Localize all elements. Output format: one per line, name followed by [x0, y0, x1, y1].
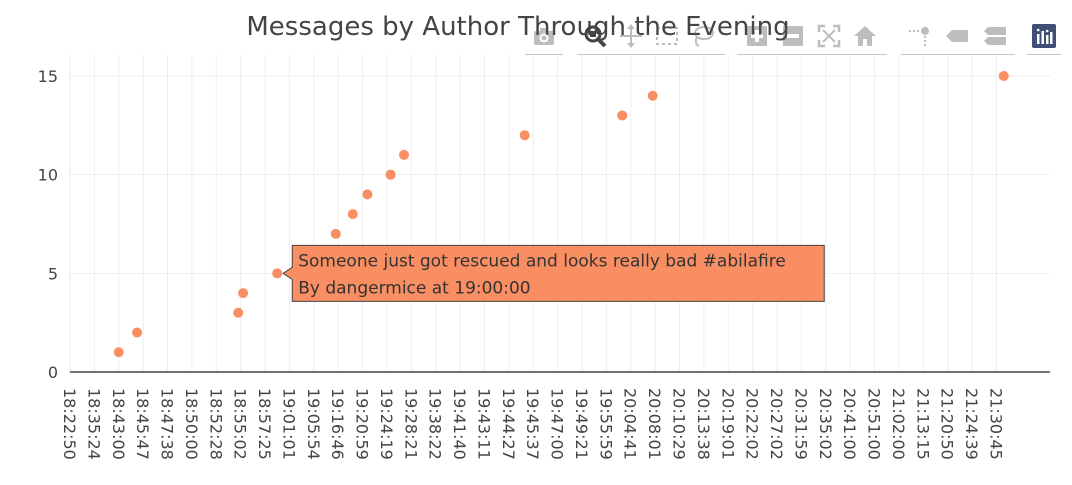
y-tick-label: 0 — [48, 363, 58, 382]
zoom-in-icon[interactable] — [743, 22, 771, 50]
y-tick-label: 10 — [38, 166, 58, 185]
spike-lines-icon[interactable] — [905, 22, 933, 50]
modebar-group-drag — [577, 18, 725, 55]
hover-compare-icon[interactable] — [981, 22, 1009, 50]
autoscale-icon[interactable] — [815, 22, 843, 50]
x-tick-label: 21:30:45 — [986, 388, 1005, 460]
x-tick-label: 18:47:38 — [158, 388, 177, 460]
box-select-icon[interactable] — [653, 22, 681, 50]
data-point[interactable] — [347, 209, 358, 220]
x-tick-label: 20:51:00 — [865, 388, 884, 460]
y-tick-label: 5 — [48, 264, 58, 283]
x-tick-label: 19:47:00 — [548, 388, 567, 460]
x-tick-label: 20:04:41 — [621, 388, 640, 460]
y-axis-ticks: 0 5 10 15 — [38, 67, 58, 382]
modebar-group-export — [525, 18, 563, 55]
x-tick-label: 20:13:38 — [694, 388, 713, 460]
x-tick-label: 19:41:40 — [450, 388, 469, 460]
data-points[interactable] — [113, 71, 1009, 358]
x-tick-label: 19:01:01 — [279, 388, 298, 460]
x-tick-label: 18:43:00 — [109, 388, 128, 460]
x-tick-label: 21:13:15 — [913, 388, 932, 460]
x-tick-label: 18:45:47 — [133, 388, 152, 460]
data-point[interactable] — [272, 268, 283, 279]
grid — [69, 55, 1050, 372]
camera-icon[interactable] — [530, 22, 558, 50]
modebar-group-logo — [1027, 18, 1061, 55]
data-point[interactable] — [233, 307, 244, 318]
modebar-group-hover — [901, 18, 1015, 55]
x-tick-label: 20:27:02 — [767, 388, 786, 460]
x-tick-label: 19:16:46 — [328, 388, 347, 460]
data-point[interactable] — [519, 130, 530, 141]
x-tick-label: 18:22:50 — [60, 388, 79, 460]
data-point[interactable] — [238, 288, 249, 299]
x-tick-label: 18:57:25 — [255, 388, 274, 460]
chart-title: Messages by Author Through the Evening — [246, 12, 789, 42]
x-tick-label: 18:35:24 — [84, 388, 103, 460]
data-point[interactable] — [362, 189, 373, 200]
data-point[interactable] — [647, 90, 658, 101]
x-tick-label: 21:20:50 — [938, 388, 957, 460]
y-tick-label: 15 — [38, 67, 58, 86]
x-tick-label: 19:44:27 — [499, 388, 518, 460]
x-tick-label: 19:20:59 — [353, 388, 372, 460]
tooltip-box — [282, 244, 825, 302]
modebar-group-zoom — [737, 18, 887, 55]
home-icon[interactable] — [851, 22, 879, 50]
x-tick-label: 19:43:11 — [474, 388, 493, 460]
x-tick-label: 18:50:00 — [182, 388, 201, 460]
lasso-icon[interactable] — [689, 22, 717, 50]
data-point[interactable] — [998, 71, 1009, 81]
tooltip-text-line2: By dangermice at 19:00:00 — [298, 278, 530, 298]
tooltip-text-line1: Someone just got rescued and looks reall… — [298, 251, 786, 271]
zoom-icon[interactable] — [581, 22, 609, 50]
x-axis-ticks: 18:22:50 18:35:24 18:43:00 18:45:47 18:47:38… — [60, 388, 1005, 460]
data-point[interactable] — [132, 327, 143, 338]
x-tick-label: 21:02:00 — [889, 388, 908, 460]
x-tick-label: 19:45:37 — [523, 388, 542, 460]
data-point[interactable] — [617, 110, 628, 121]
x-tick-label: 19:49:21 — [572, 388, 591, 460]
x-tick-label: 21:24:39 — [962, 388, 981, 460]
hover-closest-icon[interactable] — [943, 22, 971, 50]
pan-icon[interactable] — [617, 22, 645, 50]
data-point[interactable] — [385, 169, 396, 180]
x-tick-label: 20:31:59 — [791, 388, 810, 460]
x-tick-label: 19:38:22 — [426, 388, 445, 460]
x-tick-label: 20:35:02 — [816, 388, 835, 460]
x-tick-label: 18:52:28 — [206, 388, 225, 460]
zoom-out-icon[interactable] — [779, 22, 807, 50]
x-tick-label: 19:55:59 — [596, 388, 615, 460]
data-point[interactable] — [399, 149, 410, 160]
plotly-logo-icon[interactable] — [1030, 22, 1058, 50]
x-tick-label: 20:41:00 — [840, 388, 859, 460]
x-tick-label: 19:05:54 — [304, 388, 323, 460]
data-point[interactable] — [330, 228, 341, 239]
x-tick-label: 20:10:29 — [670, 388, 689, 460]
hover-tooltip: Someone just got rescued and looks reall… — [282, 244, 825, 302]
data-point[interactable] — [113, 347, 124, 358]
x-tick-label: 19:24:19 — [377, 388, 396, 460]
x-tick-label: 18:55:02 — [231, 388, 250, 460]
x-tick-label: 20:22:02 — [743, 388, 762, 460]
x-tick-label: 20:08:01 — [645, 388, 664, 460]
x-tick-label: 20:19:01 — [718, 388, 737, 460]
modebar-toolbar — [525, 18, 1065, 58]
x-tick-label: 19:28:21 — [401, 388, 420, 460]
